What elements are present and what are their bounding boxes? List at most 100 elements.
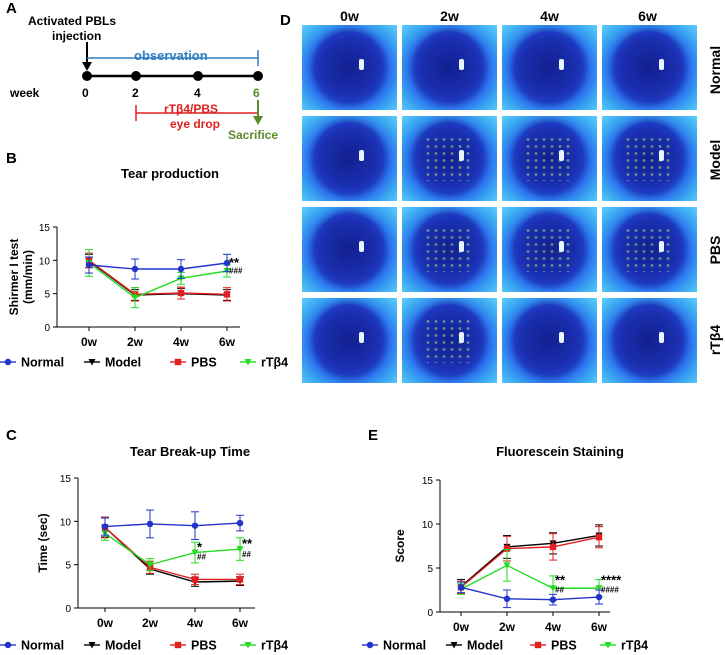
eye-row-label-model: Model [707,139,723,181]
sacrifice-arrow-head [253,116,263,125]
y-tick-label-10: 10 [60,517,72,528]
eye-image-pbs-0w [302,207,397,292]
eye-image-rt4-6w [602,298,697,383]
chart-legend: Normal Model PBS rTβ4 [0,639,288,653]
eye-image-model-6w [602,116,697,201]
y-tick-label-5: 5 [44,290,50,301]
treatment-label-line2: eye drop [170,117,221,131]
legend-label-pbs: PBS [191,356,217,370]
eye-image-normal-4w [502,25,597,110]
significance-marker-0: ** [555,573,566,588]
legend-marker-normal [4,358,12,366]
panel-letter-a: A [6,0,17,17]
series-line-pbs [104,526,240,581]
light-reflection [459,150,464,161]
light-reflection [659,241,664,252]
significance-marker-0: * [197,540,203,555]
eye-image-rt4-2w [402,298,497,383]
light-reflection [359,332,364,343]
data-point-rt4-2w [131,294,139,302]
legend-marker-normal [366,641,374,649]
legend-marker-model [450,642,458,649]
data-point-rt4-4w [549,585,557,592]
data-point-normal-4w [177,265,185,273]
light-reflection [659,59,664,70]
data-point-normal-4w [549,596,557,603]
cornea [314,31,384,103]
data-point-normal-2w [146,520,154,528]
eye-image-rt4-0w [302,298,397,383]
data-point-rt4-6w [595,585,603,592]
eye-image-model-0w [302,116,397,201]
legend-label-model: Model [467,639,503,653]
injection-arrow-head [82,62,92,71]
legend-label-rt4: rTβ4 [261,639,288,653]
legend-label-normal: Normal [21,356,64,370]
x-tick-label-2w: 2w [127,335,144,349]
eye-image-pbs-4w [502,207,597,292]
eye-row-label-pbs: PBS [707,235,723,265]
eye-image-rt4-4w [502,298,597,383]
sacrifice-label: Sacrifice [228,128,279,142]
data-point-pbs-4w [191,576,199,583]
fluorescein-stain-spots [524,227,574,272]
eye-image-pbs-2w [402,207,497,292]
eye-col-header-4w: 4w [540,8,559,24]
chart-title: Fluorescein Staining [496,444,624,459]
cornea [314,122,384,194]
x-tick-label-2w: 2w [142,616,159,630]
significance-marker-0: ** [229,255,240,270]
significance-marker-1: ## [555,586,564,595]
x-tick-label-0w: 0w [453,620,470,634]
light-reflection [459,59,464,70]
significance-marker-3: #### [601,586,619,595]
fluorescein-stain-spots [624,136,674,181]
light-reflection [359,241,364,252]
week-tick-4: 4 [194,86,201,100]
eye-col-header-6w: 6w [638,8,657,24]
y-tick-label-0: 0 [65,604,71,615]
significance-marker-2: ** [242,536,253,551]
data-point-normal-0w [85,261,93,269]
legend-marker-rt4 [244,642,252,649]
data-point-pbs-4w [549,543,557,551]
light-reflection [559,332,564,343]
light-reflection [459,332,464,343]
light-reflection [359,150,364,161]
week-label: week [10,86,40,100]
y-tick-label-5: 5 [427,564,433,575]
legend-marker-pbs [534,641,542,649]
light-reflection [559,59,564,70]
data-point-pbs-6w [223,291,231,298]
legend-marker-rt4 [604,642,612,649]
observation-label: observation [134,48,208,63]
fluorescein-stain-spots [424,136,474,181]
week-tick-6: 6 [253,86,260,100]
x-tick-label-4w: 4w [187,616,204,630]
light-reflection [559,241,564,252]
series-line-normal [104,522,241,528]
eye-image-normal-0w [302,25,397,110]
eye-col-header-2w: 2w [440,8,459,24]
x-tick-label-6w: 6w [591,620,608,634]
series-pbs [457,526,603,595]
series-normal [85,253,231,280]
series-line-rt4 [104,532,241,566]
significance-marker-2: **** [601,573,622,588]
series-line-pbs [460,536,600,588]
legend-marker-normal [4,641,12,649]
light-reflection [659,150,664,161]
x-tick-label-4w: 4w [545,620,562,634]
legend-label-pbs: PBS [551,639,577,653]
series-line-pbs [88,259,228,296]
y-tick-label-15: 15 [60,474,72,485]
data-point-normal-6w [236,519,244,527]
cornea [614,304,684,376]
data-point-normal-6w [595,593,603,601]
panel-letter-d: D [280,12,291,29]
cornea [514,31,584,103]
chart-legend: Normal Model PBS rTβ4 [362,639,648,653]
series-line-model [460,534,600,588]
legend-label-normal: Normal [21,639,64,653]
